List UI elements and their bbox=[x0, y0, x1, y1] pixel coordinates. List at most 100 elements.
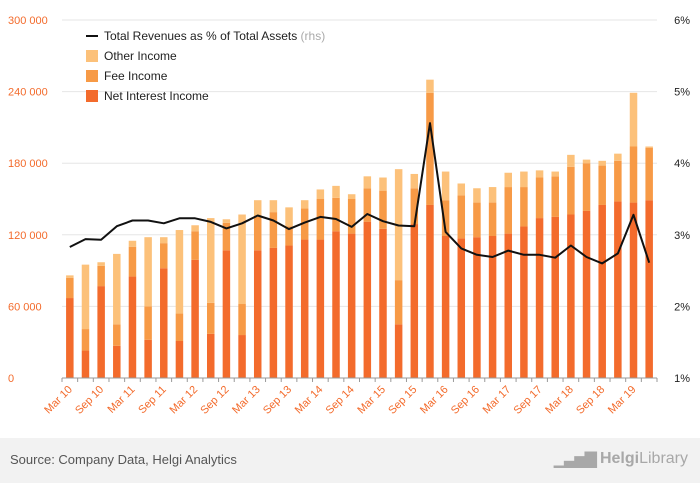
bar-fee bbox=[175, 313, 184, 342]
bar-fee bbox=[128, 246, 137, 277]
bar-fee bbox=[253, 216, 262, 251]
bar-other bbox=[520, 171, 528, 188]
bar-fee bbox=[410, 188, 419, 225]
bar-net-interest bbox=[97, 286, 105, 378]
bar-net-interest bbox=[457, 238, 466, 378]
bar-net-interest bbox=[614, 201, 622, 378]
bar-other bbox=[410, 173, 419, 189]
bar-fee bbox=[347, 199, 356, 234]
bar-net-interest bbox=[253, 250, 262, 378]
bar-fee bbox=[473, 202, 481, 238]
bar-other bbox=[473, 188, 481, 203]
x-tick-label: Mar 15 bbox=[355, 384, 388, 417]
bar-net-interest bbox=[347, 233, 356, 378]
brand-name-strong: Helgi bbox=[599, 450, 640, 467]
y-right-tick-label: 2% bbox=[674, 301, 690, 313]
bar-net-interest bbox=[285, 245, 293, 378]
bar-other bbox=[175, 230, 184, 314]
y-right-tick-label: 4% bbox=[674, 158, 690, 170]
line-revenues-pct-assets bbox=[69, 122, 651, 265]
y-right-tick-label: 6% bbox=[674, 15, 690, 27]
bar-other bbox=[207, 218, 215, 303]
bar-fee bbox=[551, 176, 559, 217]
bar-other bbox=[629, 92, 638, 147]
bar-net-interest bbox=[175, 341, 184, 378]
bar-net-interest bbox=[81, 350, 90, 378]
bar-fee bbox=[645, 147, 653, 201]
bar-net-interest bbox=[645, 200, 653, 378]
x-tick-label: Mar 17 bbox=[481, 384, 514, 417]
y-right-tick-label: 5% bbox=[674, 87, 690, 99]
legend-label: Fee Income bbox=[104, 69, 168, 83]
bar-fee bbox=[207, 302, 215, 334]
bar-net-interest bbox=[426, 204, 434, 378]
x-tick-label: Mar 18 bbox=[543, 384, 576, 417]
bar-fee bbox=[285, 226, 293, 246]
bar-fee bbox=[598, 165, 606, 205]
legend-swatch bbox=[86, 70, 98, 82]
bar-net-interest bbox=[379, 228, 387, 378]
source-note: Source: Company Data, Helgi Analytics bbox=[10, 452, 237, 467]
bar-other bbox=[160, 237, 168, 244]
x-tick-label: Mar 10 bbox=[42, 384, 75, 417]
bar-net-interest bbox=[238, 335, 246, 378]
bar-other bbox=[441, 171, 450, 201]
bar-other bbox=[316, 189, 325, 199]
bar-other bbox=[253, 200, 262, 217]
y-left-tick-label: 300 000 bbox=[8, 15, 48, 27]
bar-other bbox=[567, 154, 575, 167]
bar-fee bbox=[81, 329, 90, 351]
bar-net-interest bbox=[582, 210, 591, 378]
bar-other bbox=[535, 170, 544, 178]
bar-other bbox=[113, 253, 121, 325]
bar-fee bbox=[520, 187, 528, 227]
bar-fee bbox=[504, 187, 512, 234]
bar-other bbox=[97, 262, 105, 266]
bar-fee bbox=[144, 306, 152, 340]
bar-net-interest bbox=[394, 324, 403, 378]
bar-net-interest bbox=[128, 276, 137, 378]
x-tick-label: Sep 11 bbox=[136, 384, 169, 417]
bar-net-interest bbox=[473, 237, 481, 378]
x-tick-label: Mar 13 bbox=[230, 384, 263, 417]
bar-net-interest bbox=[520, 226, 528, 378]
bar-chart-icon: ▁▃▅▇ bbox=[553, 451, 597, 468]
bar-other bbox=[285, 207, 293, 227]
y-left-tick-label: 0 bbox=[8, 373, 14, 385]
x-tick-label: Sep 18 bbox=[574, 384, 607, 417]
bar-fee bbox=[238, 304, 246, 336]
bar-fee bbox=[426, 92, 434, 205]
bar-other bbox=[363, 176, 372, 189]
bar-fee bbox=[441, 200, 450, 236]
bar-other bbox=[614, 153, 622, 161]
bar-net-interest bbox=[551, 216, 559, 378]
bar-other bbox=[504, 172, 512, 188]
bar-other bbox=[645, 146, 653, 148]
bar-net-interest bbox=[629, 202, 638, 378]
y-left-tick-label: 60 000 bbox=[8, 301, 42, 313]
bar-net-interest bbox=[207, 333, 215, 378]
bar-fee bbox=[66, 277, 74, 299]
bar-other bbox=[66, 275, 74, 278]
bar-other bbox=[488, 187, 497, 203]
bar-other bbox=[379, 177, 387, 191]
bar-net-interest bbox=[66, 298, 74, 378]
x-tick-label: Mar 16 bbox=[418, 384, 451, 417]
x-tick-label: Sep 12 bbox=[198, 384, 231, 417]
bar-fee bbox=[567, 166, 575, 215]
bar-other bbox=[300, 200, 309, 209]
footer: Source: Company Data, Helgi Analytics ▁▃… bbox=[0, 438, 700, 483]
legend-label: Net Interest Income bbox=[104, 89, 209, 103]
bar-fee bbox=[379, 190, 387, 229]
bar-net-interest bbox=[488, 235, 497, 378]
x-tick-label: Sep 14 bbox=[324, 384, 357, 417]
bar-fee bbox=[614, 160, 622, 202]
bar-fee bbox=[300, 208, 309, 240]
bar-other bbox=[128, 240, 137, 247]
bar-net-interest bbox=[160, 268, 168, 378]
bar-other bbox=[81, 264, 90, 330]
bar-net-interest bbox=[222, 250, 231, 378]
bar-other bbox=[598, 160, 606, 166]
brand-logo[interactable]: ▁▃▅▇ HelgiLibrary bbox=[554, 449, 688, 469]
bar-net-interest bbox=[300, 239, 309, 378]
